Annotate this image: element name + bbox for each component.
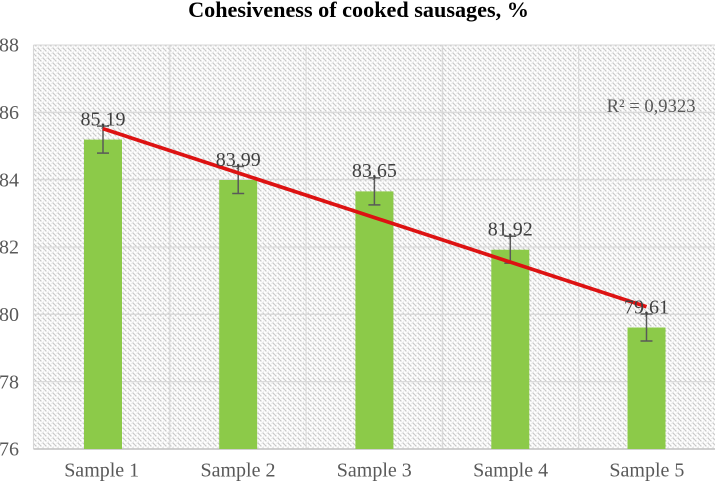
svg-text:Sample 4: Sample 4 (473, 460, 548, 481)
svg-text:83,65: 83,65 (352, 160, 397, 182)
svg-text:Sample 1: Sample 1 (64, 460, 139, 481)
svg-text:R² = 0,9323: R² = 0,9323 (607, 96, 696, 117)
svg-text:85,19: 85,19 (81, 108, 126, 130)
svg-text:84: 84 (0, 169, 19, 191)
svg-text:Cohesiveness of cooked sausage: Cohesiveness of cooked sausages, % (188, 0, 529, 22)
svg-text:81,92: 81,92 (488, 219, 533, 241)
svg-text:Sample 5: Sample 5 (609, 460, 684, 481)
svg-text:76: 76 (0, 439, 19, 461)
svg-text:Sample 3: Sample 3 (337, 460, 412, 481)
svg-text:86: 86 (0, 102, 19, 124)
svg-text:82: 82 (0, 237, 19, 259)
svg-text:88: 88 (0, 35, 19, 57)
svg-text:78: 78 (0, 371, 19, 393)
svg-text:80: 80 (0, 304, 19, 326)
svg-text:79,61: 79,61 (624, 296, 669, 318)
svg-text:83,99: 83,99 (216, 149, 261, 171)
svg-text:Sample 2: Sample 2 (201, 460, 276, 481)
